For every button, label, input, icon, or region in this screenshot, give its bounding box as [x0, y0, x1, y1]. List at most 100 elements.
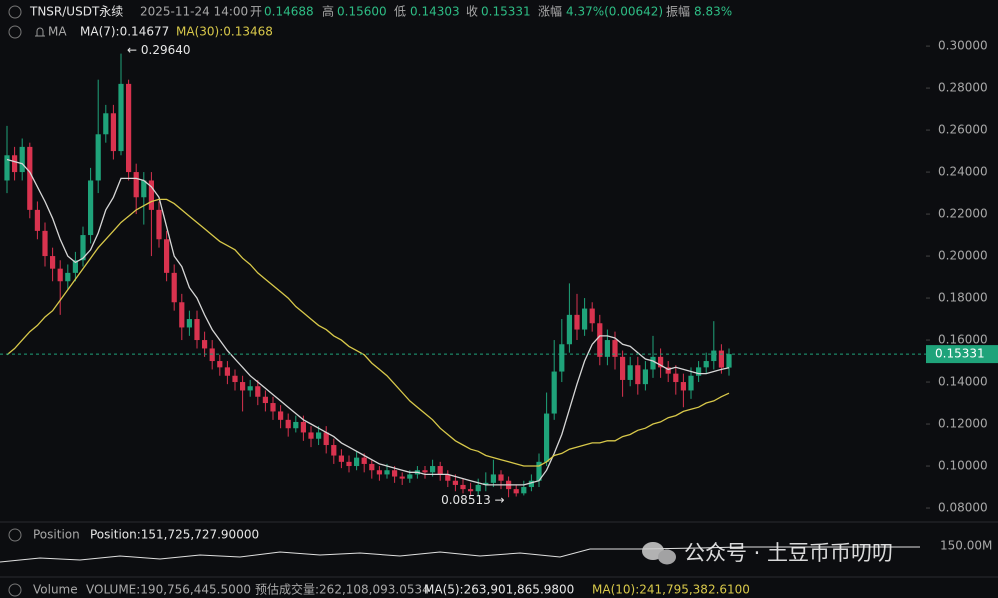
watermark: 公众号 · 土豆币币叨叨 [684, 541, 893, 565]
candle-body [665, 367, 671, 374]
candle-body [12, 155, 18, 173]
high-label: 高 [322, 4, 334, 19]
volume-title: Volume [33, 583, 78, 597]
time: 2025-11-24 14:00 [140, 5, 248, 19]
candle-body [148, 180, 154, 210]
change-value: 4.37%(0.00642) [566, 5, 663, 19]
amplitude-value: 8.83% [694, 5, 732, 19]
candle-body [566, 314, 572, 345]
candle-body [650, 356, 656, 370]
candle-body [50, 256, 56, 269]
candle-body [437, 466, 443, 475]
y-tick-label: 0.18000 [938, 291, 988, 305]
candle-body [240, 382, 246, 391]
candle-body [331, 445, 337, 456]
y-tick-label: 0.20000 [938, 249, 988, 263]
open-value: 0.14688 [264, 5, 314, 19]
candle-body [293, 421, 299, 429]
candle-body [718, 350, 724, 368]
candle-body [376, 470, 382, 475]
candle-body [232, 375, 238, 383]
y-tick-label: 0.28000 [938, 81, 988, 95]
y-tick-label: 0.08000 [938, 501, 988, 515]
candle-body [452, 480, 458, 485]
position-title: Position [33, 528, 80, 542]
candle-body [597, 323, 603, 357]
y-tick-label: 0.14000 [938, 375, 988, 389]
y-tick-label: 0.16000 [938, 333, 988, 347]
candle-body [490, 474, 496, 483]
candle-body [57, 268, 63, 282]
candle-body [133, 172, 139, 198]
legend-ma30: MA(30):0.13468 [176, 25, 273, 39]
candle-body [338, 455, 344, 462]
candle-body [42, 230, 48, 257]
close-value: 0.15331 [481, 5, 531, 19]
candle-body [118, 83, 124, 152]
candle-body [300, 421, 306, 433]
candle-body [247, 386, 253, 391]
candle-body [72, 260, 78, 273]
candle-body [620, 356, 626, 380]
alert-icon[interactable] [35, 27, 45, 37]
candle-body [27, 146, 33, 210]
candle-body [703, 361, 709, 368]
candle-body [680, 382, 686, 391]
candle-body [354, 457, 360, 467]
candle-body [224, 367, 230, 376]
ma-line [6, 158, 730, 486]
volume-value: VOLUME:190,756,445.5000 [86, 583, 251, 597]
candle-body [217, 361, 223, 368]
position-axis-label: 150.00M [940, 539, 992, 553]
candle-body [635, 365, 641, 385]
y-tick-label: 0.30000 [938, 39, 988, 53]
candle-body [483, 482, 489, 485]
candle-body [498, 474, 504, 481]
candle-body [673, 373, 679, 383]
candle-body [361, 457, 367, 464]
ma-label: MA [48, 25, 67, 39]
candle-body [574, 314, 580, 330]
current-price-label: 0.15331 [935, 347, 985, 361]
candle-body [445, 474, 451, 481]
collapse-icon[interactable] [8, 25, 22, 39]
candle-body [285, 419, 291, 429]
candle-body [475, 484, 481, 492]
candle-body [156, 209, 162, 240]
candle-body [521, 487, 527, 494]
low-label: 低 [394, 5, 406, 19]
candle-body [316, 432, 322, 439]
candle-body [399, 476, 405, 479]
candle-body [19, 146, 25, 173]
candle-body [179, 302, 185, 328]
candle-body [688, 375, 694, 391]
candle-body [544, 413, 550, 462]
candle-body [209, 348, 215, 362]
candle-body [202, 340, 208, 349]
position-line [0, 546, 920, 563]
candle-body [384, 470, 390, 475]
candle-body [513, 489, 519, 494]
candle-body [171, 272, 177, 303]
change-label: 涨幅 [538, 4, 562, 19]
candle-body [308, 432, 314, 439]
volume-estimate: 预估成交量:262,108,093.0534 [255, 582, 430, 597]
candle-body [80, 235, 86, 261]
open-label: 开 [250, 5, 262, 19]
candle-body [103, 113, 109, 135]
current-price-box [926, 345, 998, 364]
y-tick-label: 0.22000 [938, 207, 988, 221]
candle-body [88, 180, 94, 236]
candle-body [323, 432, 329, 446]
y-tick-label: 0.24000 [938, 165, 988, 179]
candle-body [711, 350, 717, 362]
candle-body [65, 272, 71, 282]
collapse-icon[interactable] [8, 528, 22, 542]
collapse-icon[interactable] [8, 583, 22, 597]
legend-ma7: MA(7):0.14677 [80, 25, 169, 39]
collapse-icon[interactable] [8, 5, 22, 19]
candle-body [141, 180, 147, 198]
candle-body [34, 209, 40, 231]
